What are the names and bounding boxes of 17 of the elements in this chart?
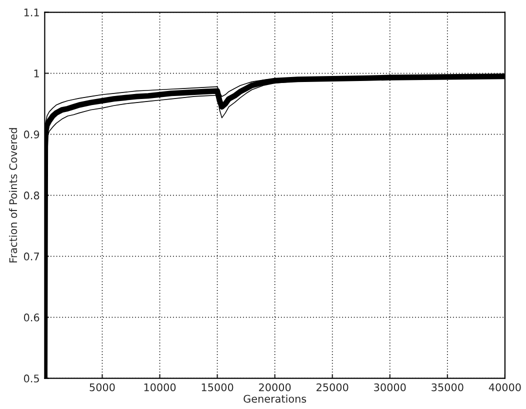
y-axis-title: Fraction of Points Covered [9, 128, 18, 262]
x-tick-label: 35000 [432, 383, 464, 392]
x-tick-label: 25000 [316, 383, 348, 392]
y-tick-label: 0.7 [24, 252, 39, 260]
y-tick-label: 1.1 [24, 8, 39, 16]
x-tick-label: 20000 [259, 383, 291, 392]
x-tick-label: 5000 [90, 383, 115, 392]
y-tick-label: 0.6 [24, 314, 40, 322]
x-tick-label: 30000 [374, 383, 406, 392]
y-tick-label: 0.5 [24, 374, 39, 382]
y-tick-label: 1 [34, 70, 39, 78]
x-tick-label: 10000 [144, 383, 176, 392]
x-axis-title: Generations [244, 394, 306, 403]
y-tick-label: 0.9 [24, 130, 40, 138]
x-tick-label: 15000 [202, 383, 234, 392]
x-tick-label: 40000 [488, 383, 521, 392]
y-tick-label: 0.8 [24, 192, 40, 200]
